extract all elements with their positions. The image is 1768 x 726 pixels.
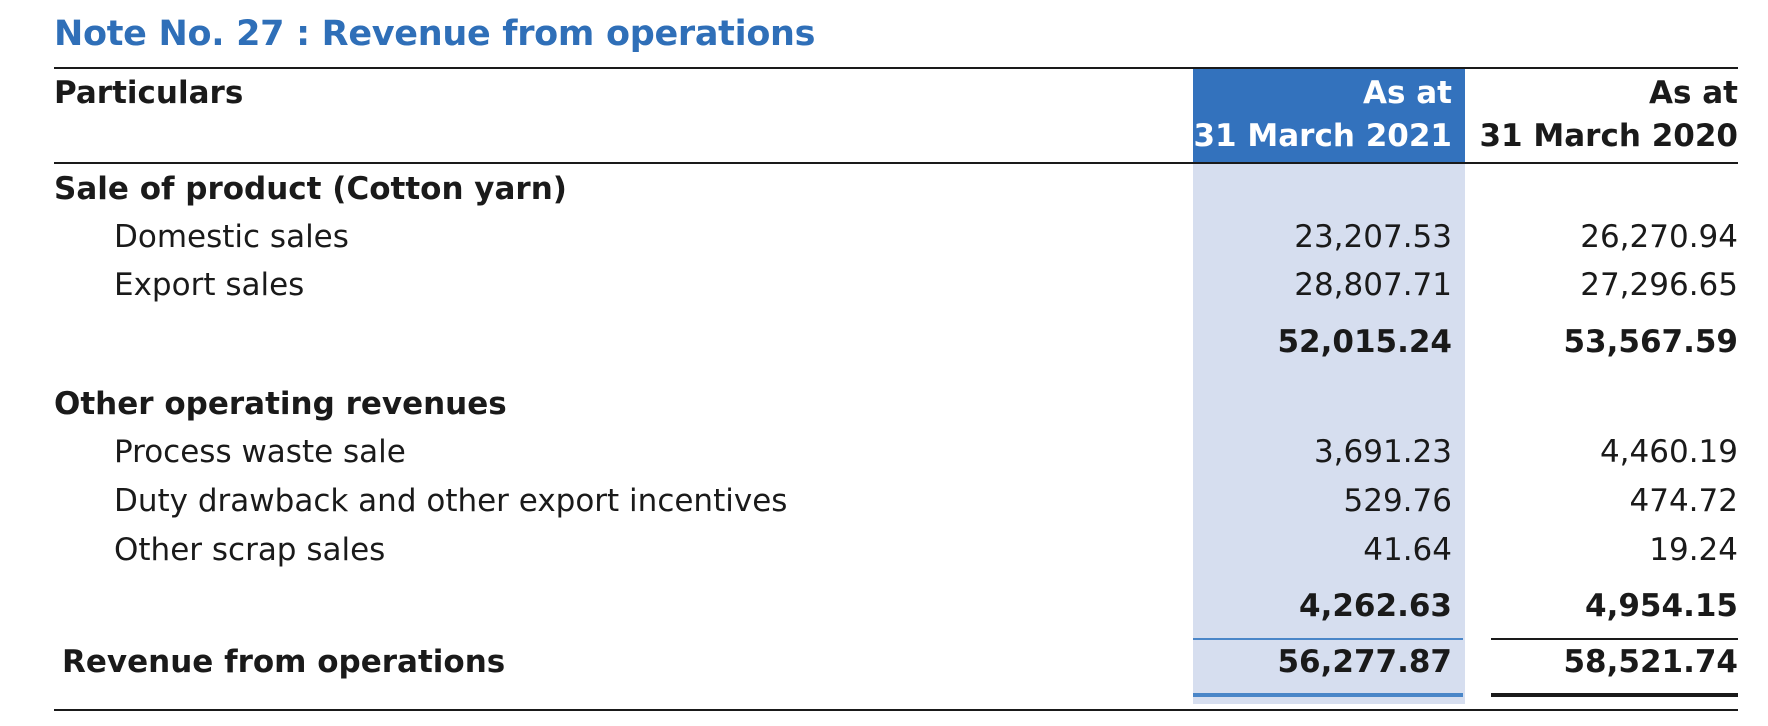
header-2021-line1: As at bbox=[1363, 75, 1452, 111]
row-value-2021: 3,691.23 bbox=[1313, 434, 1452, 470]
row-label: Other scrap sales bbox=[114, 532, 386, 568]
section-heading: Sale of product (Cotton yarn) bbox=[54, 171, 567, 207]
subtotal-value-2020: 4,954.15 bbox=[1585, 588, 1738, 624]
table-top-rule bbox=[54, 67, 1738, 69]
row-label: Duty drawback and other export incentive… bbox=[114, 483, 788, 519]
subtotal-value-2021: 4,262.63 bbox=[1299, 588, 1452, 624]
total-top-rule-2021 bbox=[1193, 638, 1463, 640]
total-label: Revenue from operations bbox=[62, 644, 506, 680]
row-value-2020: 26,270.94 bbox=[1580, 219, 1738, 255]
section-heading: Other operating revenues bbox=[54, 386, 507, 422]
row-label: Process waste sale bbox=[114, 434, 406, 470]
total-bottom-rule-2020 bbox=[1491, 693, 1738, 697]
row-value-2021: 28,807.71 bbox=[1294, 267, 1452, 303]
row-label: Export sales bbox=[114, 267, 305, 303]
subtotal-value-2020: 53,567.59 bbox=[1563, 324, 1738, 360]
highlight-column-2021 bbox=[1193, 164, 1465, 704]
row-value-2020: 4,460.19 bbox=[1599, 434, 1738, 470]
note-title: Note No. 27 : Revenue from operations bbox=[54, 14, 816, 54]
total-value-2021: 56,277.87 bbox=[1277, 644, 1452, 680]
header-2020-line2: 31 March 2020 bbox=[1479, 118, 1738, 154]
row-label: Domestic sales bbox=[114, 219, 349, 255]
header-particulars: Particulars bbox=[54, 75, 244, 111]
row-value-2021: 529.76 bbox=[1343, 483, 1452, 519]
total-value-2020: 58,521.74 bbox=[1563, 644, 1738, 680]
highlight-header-2021 bbox=[1193, 69, 1465, 164]
row-value-2020: 19.24 bbox=[1649, 532, 1738, 568]
table-bottom-rule bbox=[54, 709, 1738, 711]
header-2020-line1: As at bbox=[1649, 75, 1738, 111]
row-value-2020: 27,296.65 bbox=[1580, 267, 1738, 303]
total-bottom-rule-2021 bbox=[1193, 693, 1463, 697]
total-top-rule-2020 bbox=[1491, 638, 1738, 640]
header-bottom-rule bbox=[54, 162, 1738, 164]
row-value-2021: 23,207.53 bbox=[1294, 219, 1452, 255]
row-value-2021: 41.64 bbox=[1363, 532, 1452, 568]
header-2021-line2: 31 March 2021 bbox=[1193, 118, 1452, 154]
subtotal-value-2021: 52,015.24 bbox=[1277, 324, 1452, 360]
row-value-2020: 474.72 bbox=[1629, 483, 1738, 519]
